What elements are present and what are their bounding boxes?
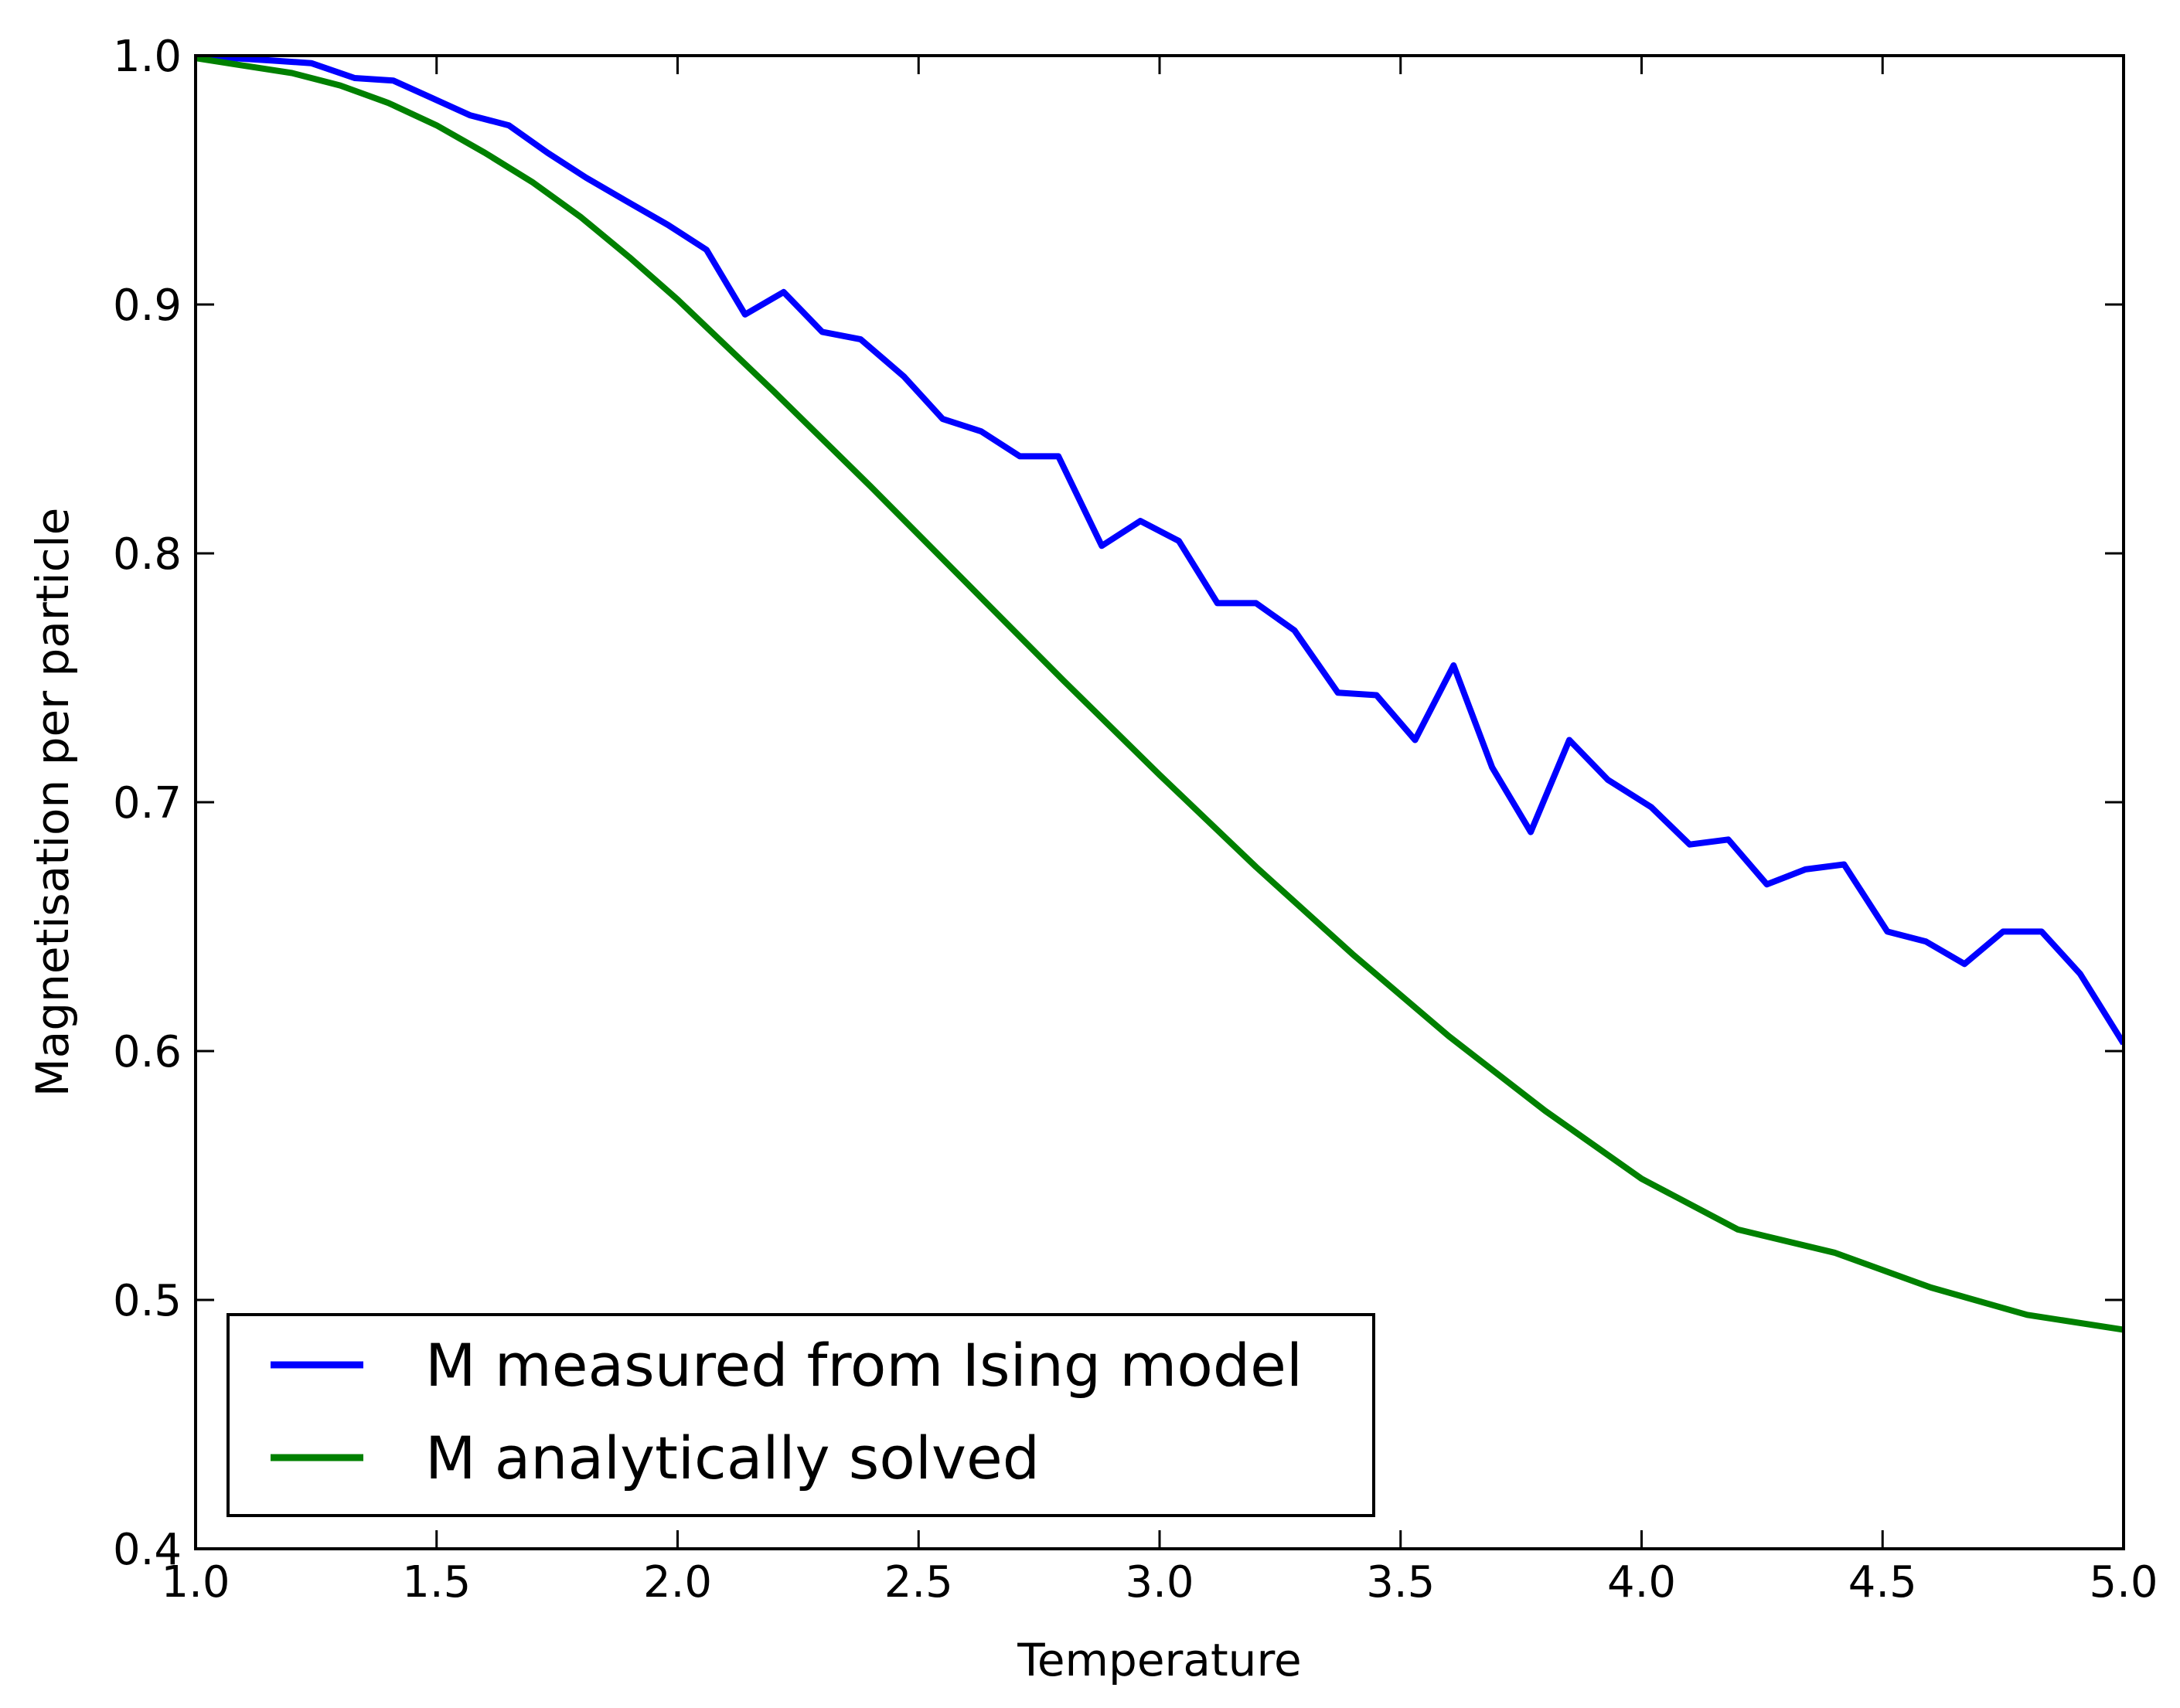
y-tick-label: 0.4 bbox=[113, 1525, 182, 1575]
x-tick-label: 5.0 bbox=[2089, 1557, 2158, 1608]
x-axis-title: Temperature bbox=[1017, 1634, 1301, 1686]
y-tick-label: 1.0 bbox=[113, 32, 182, 82]
x-tick-label: 2.0 bbox=[643, 1557, 712, 1608]
y-tick-label: 0.8 bbox=[113, 529, 182, 580]
x-tick-label: 4.0 bbox=[1607, 1557, 1676, 1608]
y-tick-label: 0.9 bbox=[113, 281, 182, 331]
x-tick-label: 3.5 bbox=[1366, 1557, 1435, 1608]
x-tick-label: 1.0 bbox=[161, 1557, 230, 1608]
ticks-layer: 1.0 1.5 2.0 2.5 3.0 3.5 4.0 4.5 5.0 0.4 0.5 0.6 0.7 0… bbox=[113, 32, 2158, 1608]
x-tick-label: 3.0 bbox=[1125, 1557, 1194, 1608]
y-axis-title: Magnetisation per particle bbox=[26, 508, 79, 1097]
x-tick-label: 1.5 bbox=[402, 1557, 471, 1608]
plot-frame bbox=[194, 54, 2125, 1550]
x-tick-label: 4.5 bbox=[1848, 1557, 1917, 1608]
y-tick-label: 0.5 bbox=[113, 1276, 182, 1326]
legend-label-measured: M measured from Ising model bbox=[425, 1331, 1303, 1400]
x-tick-label: 2.5 bbox=[884, 1557, 953, 1608]
series-line-measured bbox=[196, 56, 2124, 1046]
legend-label-analytic: M analytically solved bbox=[425, 1424, 1040, 1492]
series-layer bbox=[196, 56, 2124, 1333]
legend: M measured from Ising model M analytical… bbox=[227, 1313, 1375, 1517]
series-line-analytic bbox=[196, 56, 2124, 1333]
legend-box bbox=[227, 1313, 1375, 1517]
y-tick-label: 0.7 bbox=[113, 778, 182, 828]
y-tick-label: 0.6 bbox=[113, 1027, 182, 1077]
